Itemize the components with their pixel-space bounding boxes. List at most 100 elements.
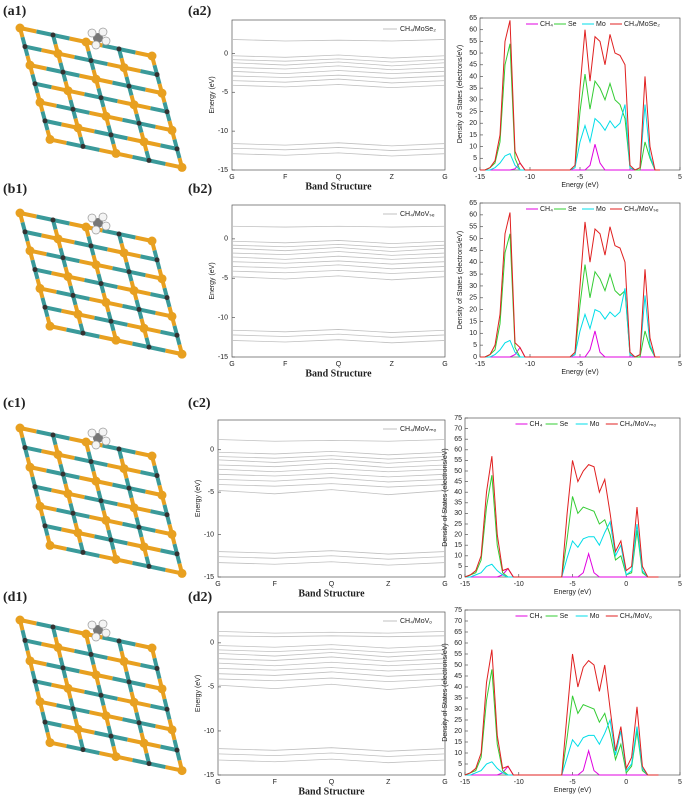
bond xyxy=(44,523,62,532)
atom xyxy=(81,222,91,232)
bond xyxy=(74,648,92,657)
legend-label: Mo xyxy=(596,21,606,28)
band-line xyxy=(217,652,446,658)
band-line xyxy=(217,477,446,483)
x-tick-label: -5 xyxy=(569,581,575,588)
molecule-atom xyxy=(98,619,108,629)
band-line xyxy=(231,329,446,333)
band-line xyxy=(217,489,446,496)
atom xyxy=(154,72,160,78)
band-line xyxy=(217,462,446,468)
band-line xyxy=(217,450,446,456)
y-tick-label: -5 xyxy=(222,275,228,282)
y-axis-label: Energy (eV) xyxy=(209,262,216,299)
bond xyxy=(72,107,90,115)
bond xyxy=(150,106,168,114)
band-line xyxy=(231,269,446,274)
x-tick-label: G xyxy=(215,779,220,786)
atom xyxy=(98,281,104,287)
plot-frame xyxy=(464,609,681,776)
atom xyxy=(63,272,73,282)
x-tick-label: 5 xyxy=(678,361,682,368)
dos-line xyxy=(464,456,659,578)
x-tick-label: F xyxy=(283,361,287,368)
band-line xyxy=(217,752,446,757)
legend-label: Se xyxy=(568,206,577,213)
panel-label: (d1) xyxy=(3,590,27,605)
y-tick-label: -5 xyxy=(208,684,214,691)
x-tick-label: G xyxy=(229,361,234,368)
molecule-atom xyxy=(98,27,108,37)
atom xyxy=(147,51,157,61)
bond xyxy=(122,717,140,725)
bond xyxy=(84,495,102,503)
atom xyxy=(22,229,28,235)
atom xyxy=(50,624,56,630)
atom xyxy=(80,143,86,149)
y-tick-label: 25 xyxy=(469,295,477,302)
x-axis-label: Band Structure xyxy=(305,368,372,379)
bond xyxy=(56,507,74,516)
bond xyxy=(122,521,140,530)
y-axis-label: Energy (eV) xyxy=(195,675,202,712)
y-tick-label: 0 xyxy=(458,574,462,581)
atom xyxy=(22,44,28,50)
y-tick-label: 0 xyxy=(224,236,228,243)
atom xyxy=(147,643,157,653)
y-tick-label: -10 xyxy=(218,128,228,135)
y-tick-label: 55 xyxy=(454,651,462,658)
bond xyxy=(90,459,108,468)
atom xyxy=(32,267,38,273)
atom xyxy=(126,83,132,89)
atom xyxy=(147,451,157,461)
bond xyxy=(74,55,92,63)
bond xyxy=(112,266,130,274)
y-tick-label: -10 xyxy=(204,728,214,735)
bond xyxy=(56,703,74,711)
band-line xyxy=(217,644,446,649)
legend-label: CH₄/MoVₛₑ xyxy=(400,211,435,218)
atom xyxy=(177,162,187,172)
x-tick-label: G xyxy=(215,581,220,588)
bond xyxy=(90,243,108,252)
y-tick-label: 25 xyxy=(469,108,477,115)
atom xyxy=(136,120,142,126)
y-tick-label: 30 xyxy=(469,97,477,104)
y-tick-label: 0 xyxy=(224,50,228,57)
band-line xyxy=(217,550,446,555)
dos-line xyxy=(480,330,660,358)
atom xyxy=(146,344,152,350)
bond xyxy=(150,509,168,517)
plot-frame xyxy=(217,611,446,776)
bond xyxy=(160,143,178,151)
x-tick-label: -15 xyxy=(475,361,485,368)
x-tick-label: -5 xyxy=(569,779,575,786)
band-line xyxy=(231,61,446,67)
x-tick-label: 0 xyxy=(628,174,632,181)
bond xyxy=(44,720,62,728)
band-line xyxy=(231,240,446,244)
atom xyxy=(167,725,177,735)
atom xyxy=(164,295,170,301)
x-tick-label: Q xyxy=(329,581,335,588)
y-tick-label: 5 xyxy=(473,155,477,162)
y-tick-label: 65 xyxy=(469,15,477,22)
atom xyxy=(129,286,139,296)
bond xyxy=(100,498,118,507)
bond xyxy=(82,550,100,558)
bond xyxy=(72,293,90,301)
bond xyxy=(138,720,156,729)
dos-line xyxy=(480,212,660,358)
atom xyxy=(45,134,55,144)
y-tick-label: -5 xyxy=(222,89,228,96)
band-line xyxy=(231,251,446,256)
legend-label: CH₄/MoSe₂ xyxy=(400,26,436,33)
atom xyxy=(164,109,170,115)
band-line xyxy=(217,473,446,478)
bond xyxy=(82,144,100,152)
atom xyxy=(139,542,149,552)
x-tick-label: Z xyxy=(390,361,395,368)
legend-label: Se xyxy=(560,421,569,428)
bond xyxy=(110,319,128,327)
